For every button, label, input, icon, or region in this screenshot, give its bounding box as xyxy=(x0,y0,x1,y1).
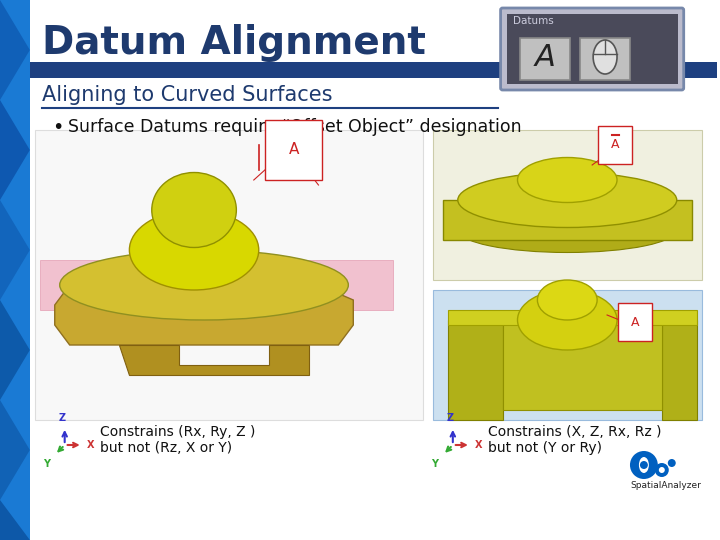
Text: A: A xyxy=(631,315,639,328)
Bar xyxy=(507,14,678,84)
Text: A: A xyxy=(289,143,299,158)
Text: Datum Alignment: Datum Alignment xyxy=(42,24,426,62)
Polygon shape xyxy=(0,200,30,300)
Polygon shape xyxy=(443,200,692,240)
Ellipse shape xyxy=(518,158,617,202)
Bar xyxy=(0,0,30,540)
Polygon shape xyxy=(55,285,354,345)
Ellipse shape xyxy=(639,457,649,473)
Bar xyxy=(433,130,701,280)
Bar xyxy=(433,290,701,420)
Text: SpatialAnalyzer: SpatialAnalyzer xyxy=(630,481,701,489)
Bar xyxy=(35,130,423,420)
Ellipse shape xyxy=(130,210,258,290)
Bar xyxy=(662,320,697,420)
Text: X: X xyxy=(474,440,482,450)
Circle shape xyxy=(655,463,669,477)
Bar xyxy=(580,38,630,80)
Polygon shape xyxy=(0,500,30,540)
Text: X: X xyxy=(86,440,94,450)
Text: Surface Datums require “Offset Object” designation: Surface Datums require “Offset Object” d… xyxy=(68,118,521,136)
Ellipse shape xyxy=(458,207,677,253)
Text: but not (Y or Ry): but not (Y or Ry) xyxy=(487,441,602,455)
Text: Constrains (Rx, Ry, Z ): Constrains (Rx, Ry, Z ) xyxy=(99,425,255,439)
Polygon shape xyxy=(0,100,30,200)
Ellipse shape xyxy=(537,280,597,320)
Polygon shape xyxy=(120,345,308,375)
Bar xyxy=(448,310,697,325)
Ellipse shape xyxy=(518,290,617,350)
FancyBboxPatch shape xyxy=(500,8,684,90)
Polygon shape xyxy=(0,0,30,100)
Text: Y: Y xyxy=(431,458,438,469)
Bar xyxy=(30,62,716,78)
Polygon shape xyxy=(0,300,30,400)
Circle shape xyxy=(630,451,658,479)
Text: Aligning to Curved Surfaces: Aligning to Curved Surfaces xyxy=(42,85,333,105)
Bar xyxy=(521,38,570,80)
Ellipse shape xyxy=(152,172,236,247)
Bar xyxy=(503,320,662,410)
Circle shape xyxy=(667,459,676,467)
Ellipse shape xyxy=(593,40,617,74)
Polygon shape xyxy=(0,400,30,500)
Text: •: • xyxy=(52,118,63,137)
Circle shape xyxy=(640,461,648,469)
Ellipse shape xyxy=(60,250,348,320)
Text: A: A xyxy=(611,138,619,152)
Text: but not (Rz, X or Y): but not (Rz, X or Y) xyxy=(99,441,232,455)
Text: Z: Z xyxy=(446,413,454,423)
Ellipse shape xyxy=(458,172,677,227)
Bar xyxy=(448,320,503,420)
Text: A: A xyxy=(535,43,556,71)
Polygon shape xyxy=(40,260,393,310)
Text: Datums: Datums xyxy=(513,16,553,26)
Text: Constrains (X, Z, Rx, Rz ): Constrains (X, Z, Rx, Rz ) xyxy=(487,425,661,439)
Text: Y: Y xyxy=(43,458,50,469)
Text: Z: Z xyxy=(58,413,66,423)
Circle shape xyxy=(659,467,665,473)
